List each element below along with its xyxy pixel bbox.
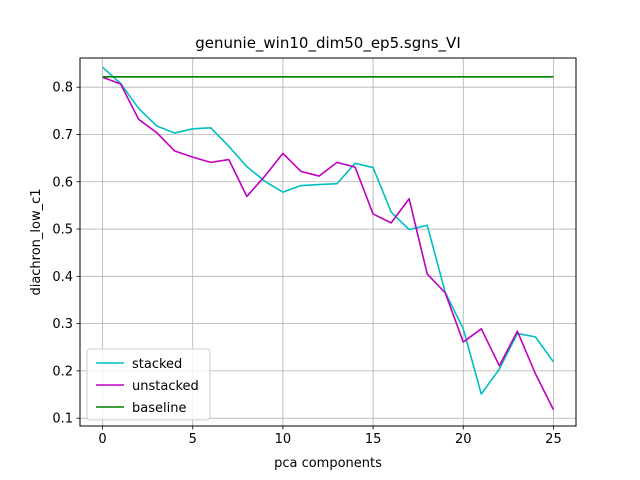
x-tick-label: 15	[365, 432, 382, 447]
y-tick-label: 0.2	[52, 364, 73, 379]
y-tick-label: 0.6	[52, 175, 73, 190]
y-tick-label: 0.7	[52, 128, 73, 143]
series-line-unstacked	[102, 76, 555, 411]
chart-title: genunie_win10_dim50_ep5.sgns_VI	[195, 34, 461, 53]
series-group	[102, 66, 555, 411]
y-tick-label: 0.3	[52, 317, 73, 332]
x-tick-label: 10	[275, 432, 292, 447]
ticks: 0 5 10 15 20 25 0.1 0.2 0.3 0.4 0.5 0.6 0.7 0.8	[52, 81, 561, 447]
x-tick-label: 25	[545, 432, 562, 447]
y-axis-title: diachron_low_c1	[29, 188, 44, 295]
series-line-stacked	[102, 66, 555, 395]
legend-label-unstacked: unstacked	[132, 379, 199, 394]
x-tick-label: 0	[98, 432, 106, 447]
y-tick-label: 0.1	[52, 412, 73, 427]
plot-frame	[79, 57, 577, 427]
legend-label-stacked: stacked	[132, 357, 182, 372]
legend: stacked unstacked baseline	[86, 348, 211, 421]
x-tick-label: 5	[189, 432, 197, 447]
legend-label-baseline: baseline	[132, 401, 186, 416]
y-tick-label: 0.4	[52, 270, 73, 285]
y-tick-label: 0.8	[52, 81, 73, 96]
x-axis-title: pca components	[274, 456, 382, 471]
y-tick-label: 0.5	[52, 223, 73, 238]
legend-box	[86, 348, 211, 421]
x-tick-label: 20	[455, 432, 472, 447]
